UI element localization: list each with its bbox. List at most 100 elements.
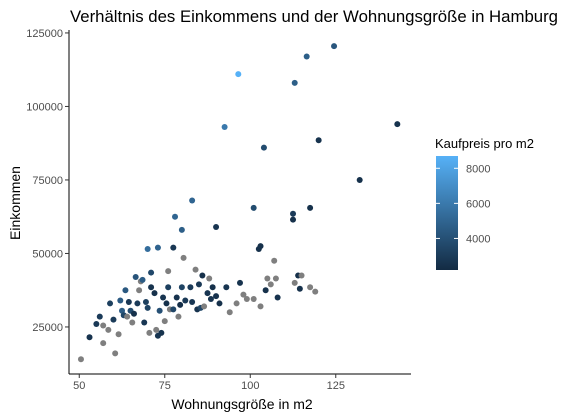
data-point [315,137,322,144]
data-point [142,298,149,305]
y-axis-title: Einkommen [7,166,23,240]
data-point [216,300,223,307]
data-point [161,318,168,325]
data-point [105,326,112,333]
data-point [148,284,155,291]
x-tick-label: 50 [73,380,85,392]
data-point [110,316,117,323]
data-point [180,254,187,261]
data-point [122,287,129,294]
data-points [77,43,401,363]
data-point [107,300,114,307]
data-point [100,340,107,347]
data-point [189,298,196,305]
data-point [240,291,247,298]
data-point [303,53,310,60]
data-point [170,244,177,251]
data-point [209,284,216,291]
data-point [124,313,131,320]
data-point [213,293,220,300]
y-tick-label: 100000 [26,101,63,113]
data-point [154,244,161,251]
data-point [134,300,141,307]
data-point [195,281,202,288]
data-point [173,294,180,301]
data-point [129,319,136,326]
data-point [117,297,124,304]
data-point [158,329,165,336]
data-point [271,257,278,264]
data-point [221,124,228,131]
data-point [298,272,305,279]
data-point [146,329,153,336]
data-point [132,273,139,280]
x-ticks: 50 75 100 125 [73,374,345,392]
data-point [165,268,172,275]
data-point [272,275,279,282]
data-point [153,326,160,333]
data-point [235,71,242,78]
data-point [100,322,107,329]
data-point [189,197,196,204]
data-point [125,298,132,305]
data-point [264,275,271,282]
data-point [233,300,240,307]
data-point [356,176,363,183]
data-point [206,275,213,282]
data-point [243,296,250,303]
y-tick-label: 25000 [32,322,63,334]
data-point [267,281,274,288]
data-point [213,223,220,230]
x-tick-label: 125 [327,380,345,392]
plot-area: 50 75 100 125 25000 50000 75000 100000 125000 [26,28,411,392]
data-point [250,296,257,303]
y-tick-label: 125000 [26,28,63,40]
data-point [77,356,84,363]
color-legend: Kaufpreis pro m2 4000 6000 8000 [435,136,534,270]
data-point [170,306,177,313]
data-point [331,43,338,50]
y-tick-label: 75000 [32,175,63,187]
data-point [112,350,119,357]
data-point [250,204,257,211]
x-tick-label: 75 [159,380,171,392]
data-point [175,313,182,320]
x-tick-label: 100 [241,380,259,392]
data-point [262,287,269,294]
data-point [201,303,208,310]
data-point [199,272,206,279]
data-point [172,213,179,220]
data-point [177,301,184,308]
data-point [163,300,170,307]
data-point [192,266,199,273]
data-point [296,285,303,292]
data-point [178,226,185,233]
data-point [312,288,319,295]
data-point [307,204,314,211]
y-tick-label: 50000 [32,248,63,260]
legend-colorbar [436,156,458,270]
legend-ticks: 4000 6000 8000 [436,163,490,245]
data-point [207,296,214,303]
data-point [160,294,167,301]
data-point [144,304,151,311]
data-point [307,284,314,291]
data-point [257,303,264,310]
data-point [165,284,172,291]
legend-tick-label: 6000 [466,198,490,210]
data-point [291,279,298,286]
data-point [237,279,243,286]
data-point [144,246,151,253]
data-point [139,276,146,283]
legend-title: Kaufpreis pro m2 [435,136,534,151]
data-point [86,334,93,341]
data-point [290,216,297,223]
data-point [291,79,298,86]
data-point [204,290,211,297]
data-point [136,287,143,294]
data-point [260,144,267,151]
data-point [394,121,401,128]
data-point [156,307,163,314]
data-point [274,294,281,301]
data-point [148,269,155,276]
